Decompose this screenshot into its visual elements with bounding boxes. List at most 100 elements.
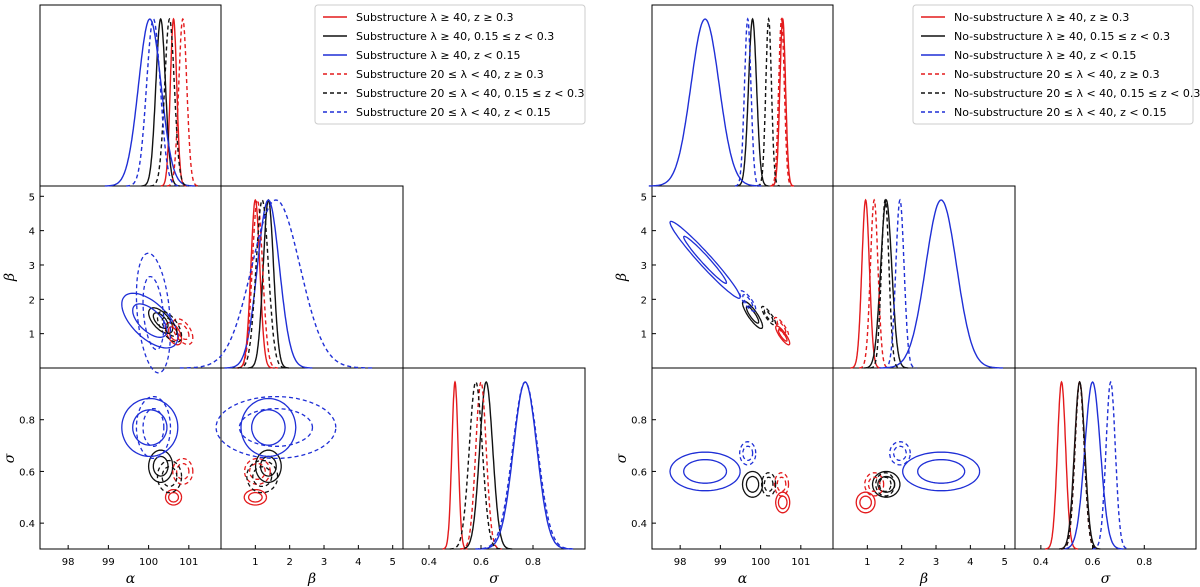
contour-alpha-sigma: [172, 457, 194, 485]
marginal-alpha-curve: [770, 17, 793, 187]
legend-entry: No-substructure λ ≥ 40, z < 0.15: [954, 49, 1136, 62]
marginal-alpha-curve: [648, 18, 762, 187]
contour-alpha-sigma: [132, 409, 168, 446]
legend-entry: Substructure λ ≥ 40, z ≥ 0.3: [356, 11, 514, 24]
tick-label: 2: [641, 295, 647, 306]
contour-beta-sigma: [877, 475, 896, 493]
marginal-sigma-curve: [442, 380, 468, 550]
tick-label: 4: [641, 227, 647, 238]
marginal-sigma-curve: [1061, 381, 1124, 550]
panel-r0-c0: [651, 4, 834, 187]
contour-beta-sigma: [240, 397, 297, 458]
contour-alpha-sigma: [742, 445, 754, 462]
tick-label: 4: [355, 557, 361, 568]
legend-entry: Substructure 20 ≤ λ < 40, 0.15 ≤ z < 0.3: [356, 87, 584, 100]
marginal-sigma-curve: [1061, 380, 1099, 550]
contour-alpha-beta: [176, 323, 190, 341]
contour-alpha-sigma: [745, 475, 760, 493]
corner-plot-0: 98 99 100 101 1 2 3 4 5 0.4 0.6 0.8 1 2 3 4 5 0.4 0.6 0.8 α β…: [2, 4, 586, 587]
contour-alpha-beta: [741, 300, 764, 330]
panel-r1-c0: [39, 185, 222, 369]
tick-label: 100: [139, 557, 158, 568]
tick-label: 0.8: [1136, 557, 1152, 568]
contour-alpha-sigma: [152, 455, 169, 477]
tick-label: 0.4: [421, 557, 437, 568]
tick-label: 0.8: [631, 416, 647, 427]
x-axis-label: α: [126, 571, 136, 587]
contour-alpha-beta: [760, 305, 777, 326]
contour-beta-sigma: [254, 449, 282, 484]
marginal-beta-curve: [237, 199, 287, 369]
tick-label: 4: [967, 557, 973, 568]
contour-alpha-beta: [739, 290, 757, 312]
legend-entry: No-substructure λ ≥ 40, z ≥ 0.3: [954, 11, 1129, 24]
contour-beta-sigma: [247, 491, 263, 503]
contour-alpha-beta: [742, 294, 754, 308]
x-axis-label: β: [307, 571, 316, 587]
tick-label: 3: [29, 261, 35, 272]
marginal-beta-curve: [864, 198, 909, 369]
contour-alpha-beta: [172, 318, 194, 346]
tick-label: 0.4: [19, 519, 35, 530]
contour-beta-sigma: [215, 395, 337, 460]
contour-alpha-sigma: [142, 407, 165, 447]
contour-alpha-sigma: [669, 451, 741, 492]
marginal-sigma-curve: [1059, 380, 1101, 550]
contour-alpha-beta: [669, 220, 741, 299]
panel-r1-c1: [220, 185, 404, 369]
legend-box: [314, 4, 586, 125]
legend-entry: No-substructure λ ≥ 40, 0.15 ≤ z < 0.3: [954, 30, 1170, 43]
contour-beta-sigma: [917, 458, 966, 484]
contour-beta-sigma: [248, 462, 266, 480]
x-axis-label: σ: [1101, 571, 1111, 587]
legend-entry: Substructure λ ≥ 40, z < 0.15: [356, 49, 521, 62]
contour-beta-sigma: [855, 491, 876, 514]
panel-r2-c1: [832, 367, 1016, 550]
contour-beta-sigma: [878, 476, 892, 493]
marginal-alpha-curve: [160, 17, 187, 187]
contour-alpha-sigma: [161, 466, 178, 488]
marginal-sigma-curve: [1092, 380, 1130, 550]
contour-beta-sigma: [902, 451, 981, 492]
tick-label: 4: [29, 227, 35, 238]
contour-beta-sigma: [859, 495, 873, 510]
marginal-alpha-curve: [736, 17, 769, 187]
tick-label: 0.6: [631, 467, 647, 478]
tick-label: 0.8: [525, 557, 541, 568]
contour-beta-sigma: [251, 409, 286, 446]
y-axis-label: β: [614, 273, 630, 282]
panel-r2-c2: [402, 367, 586, 550]
contour-beta-sigma: [889, 441, 911, 466]
y-axis-label: σ: [614, 453, 630, 463]
marginal-alpha-curve: [141, 17, 180, 187]
contour-beta-sigma: [246, 459, 279, 494]
legend: Substructure λ ≥ 40, z ≥ 0.3 Substructure…: [314, 4, 586, 125]
panel-r1-c0: [651, 185, 834, 369]
legend-entry: No-substructure 20 ≤ λ < 40, z ≥ 0.3: [954, 68, 1160, 81]
tick-label: 3: [933, 557, 939, 568]
panel-r0-c0: [39, 4, 222, 187]
marginal-alpha-curve: [771, 17, 794, 187]
contour-alpha-beta: [156, 310, 183, 343]
contour-beta-sigma: [893, 445, 907, 462]
marginal-alpha-curve: [734, 17, 761, 187]
contour-alpha-sigma: [760, 472, 777, 497]
contour-alpha-sigma: [164, 488, 183, 506]
legend: No-substructure λ ≥ 40, z ≥ 0.3 No-substr…: [912, 4, 1200, 125]
marginal-alpha-curve: [126, 18, 181, 187]
contour-alpha-beta: [773, 316, 790, 337]
tick-label: 98: [674, 557, 687, 568]
tick-label: 1: [864, 557, 870, 568]
contour-alpha-beta: [683, 235, 728, 284]
panel-r2-c0: [39, 367, 222, 550]
contour-alpha-sigma: [739, 441, 757, 466]
contour-alpha-sigma: [763, 476, 774, 493]
marginal-alpha-curve: [104, 18, 195, 187]
contour-alpha-beta: [776, 320, 787, 334]
tick-label: 1: [641, 330, 647, 341]
tick-label: 1: [29, 330, 35, 341]
tick-label: 0.6: [473, 557, 489, 568]
tick-label: 3: [641, 261, 647, 272]
marginal-sigma-curve: [475, 381, 576, 550]
marginal-beta-curve: [879, 199, 1003, 369]
